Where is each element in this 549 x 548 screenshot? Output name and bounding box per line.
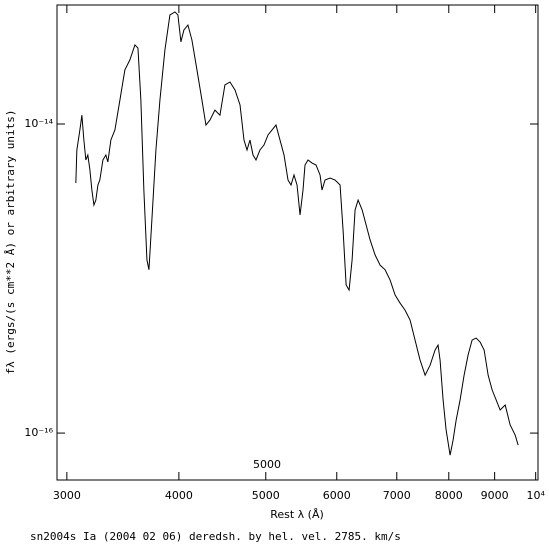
- y-tick-label: 10⁻¹⁶: [24, 426, 53, 439]
- x-tick-label: 4000: [165, 489, 193, 502]
- y-axis-label: fλ (ergs/(s cm**2 Å) or arbitrary units): [4, 110, 17, 375]
- x-tick-label: 3000: [53, 489, 81, 502]
- x-tick-label: 6000: [323, 489, 351, 502]
- y-tick-label: 10⁻¹⁴: [24, 117, 53, 130]
- x-tick-label: 8000: [435, 489, 463, 502]
- caption: sn2004s Ia (2004 02 06) deredsh. by hel.…: [30, 530, 401, 543]
- x-tick-label: 9000: [481, 489, 509, 502]
- x-axis-label: Rest λ (Å): [270, 508, 324, 521]
- x-tick-label: 5000: [252, 489, 280, 502]
- x-tick-label: 10⁴: [526, 489, 545, 502]
- spectrum-line: [75, 11, 519, 456]
- annotation: 5000: [253, 458, 281, 471]
- x-tick-label: 7000: [383, 489, 411, 502]
- plot-frame: [56, 4, 539, 481]
